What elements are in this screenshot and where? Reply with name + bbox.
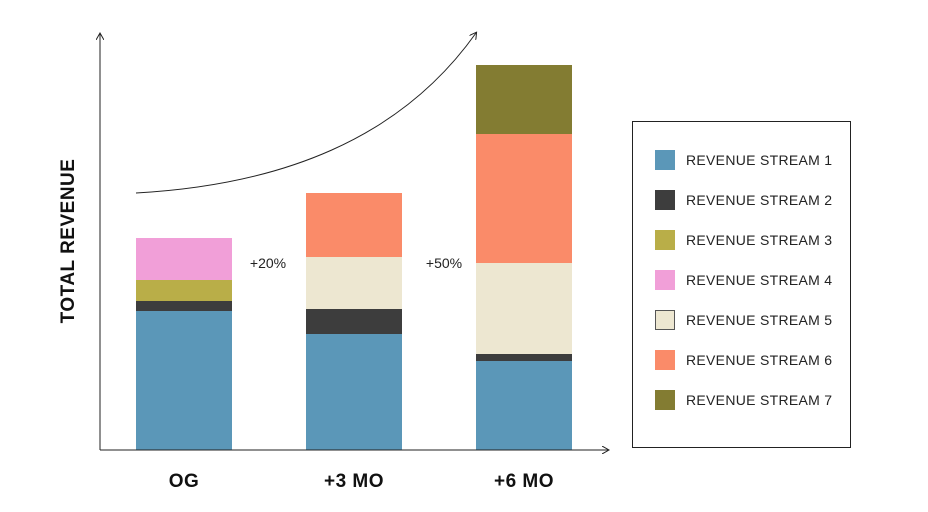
legend-label: REVENUE STREAM 6 [686, 352, 833, 368]
legend-label: REVENUE STREAM 1 [686, 152, 833, 168]
annotation-growth-2: +50% [426, 255, 462, 271]
bar-segment-4-cat-1 [136, 238, 232, 280]
bar-segment-5-cat-2 [306, 257, 402, 309]
legend-swatch [655, 150, 675, 170]
legend-item: REVENUE STREAM 6 [655, 350, 832, 370]
bar-segment-3-cat-1 [136, 280, 232, 301]
bar-segment-5-cat-3 [476, 263, 572, 354]
legend-item: REVENUE STREAM 2 [655, 190, 832, 210]
annotation-growth-1: +20% [250, 255, 286, 271]
legend-label: REVENUE STREAM 4 [686, 272, 833, 288]
x-tick-label: +3 MO [324, 471, 384, 492]
growth-curve-arrow [135, 33, 476, 194]
y-axis-label: TOTAL REVENUE [58, 159, 79, 324]
x-tick-labels: OG +3 MO +6 MO [169, 471, 554, 492]
bar-segment-2-cat-3 [476, 354, 572, 361]
bar-segment-6-cat-3 [476, 134, 572, 263]
legend-swatch [655, 270, 675, 290]
bar-segment-1-cat-2 [306, 334, 402, 450]
bar-segment-1-cat-1 [136, 311, 232, 450]
legend-swatch [655, 390, 675, 410]
legend-label: REVENUE STREAM 3 [686, 232, 833, 248]
legend-item: REVENUE STREAM 3 [655, 230, 832, 250]
bars-group [136, 65, 572, 450]
legend-swatch [655, 350, 675, 370]
legend-item: REVENUE STREAM 7 [655, 390, 832, 410]
legend-swatch [655, 230, 675, 250]
legend-label: REVENUE STREAM 2 [686, 192, 833, 208]
bar-segment-1-cat-3 [476, 361, 572, 450]
legend-swatch [655, 190, 675, 210]
legend-label: REVENUE STREAM 5 [686, 312, 833, 328]
legend-item: REVENUE STREAM 5 [655, 310, 832, 330]
legend-swatch [655, 310, 675, 330]
bar-segment-7-cat-3 [476, 65, 572, 134]
bar-segment-6-cat-2 [306, 193, 402, 257]
legend: REVENUE STREAM 1 REVENUE STREAM 2 REVENUE … [632, 121, 851, 448]
legend-label: REVENUE STREAM 7 [686, 392, 833, 408]
x-tick-label: +6 MO [494, 471, 554, 492]
bar-segment-2-cat-2 [306, 309, 402, 334]
legend-item: REVENUE STREAM 4 [655, 270, 832, 290]
x-tick-label: OG [169, 471, 200, 492]
legend-item: REVENUE STREAM 1 [655, 150, 832, 170]
bar-segment-2-cat-1 [136, 301, 232, 311]
